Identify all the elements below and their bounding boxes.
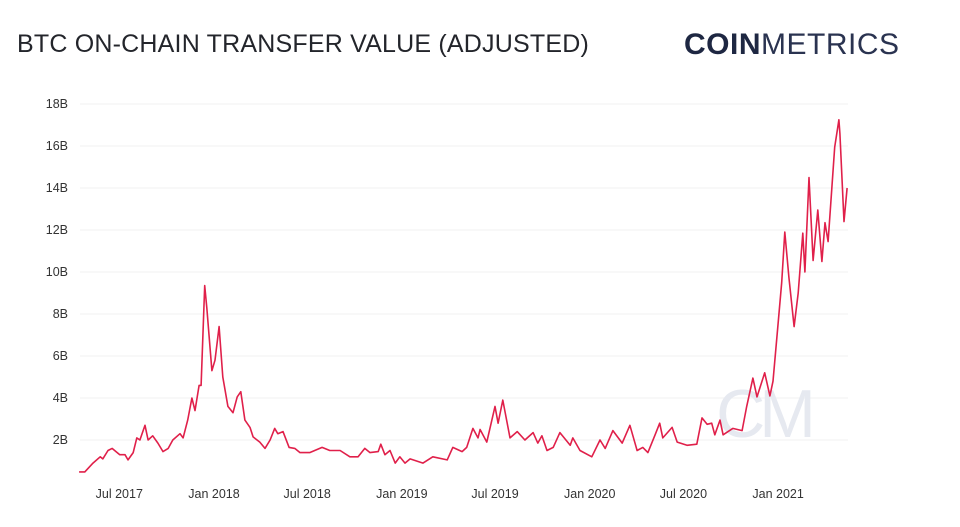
series-line — [79, 119, 848, 473]
x-axis-ticks: Jul 2017 Jan 2018 Jul 2018 Jan 2019 Jul 2019… — [96, 487, 804, 501]
x-tick-label: Jul 2018 — [284, 487, 331, 501]
gridlines — [80, 103, 848, 441]
y-axis-ticks: 2B 4B 6B 8B 10B 12B 14B 16B 18B — [46, 97, 68, 447]
y-tick-label: 16B — [46, 139, 68, 153]
x-tick-label: Jul 2019 — [471, 487, 518, 501]
x-tick-label: Jul 2020 — [660, 487, 707, 501]
y-tick-label: 10B — [46, 265, 68, 279]
x-tick-label: Jan 2020 — [564, 487, 615, 501]
series-lines — [79, 119, 848, 473]
coinmetrics-logo: COINMETRICS — [684, 28, 900, 62]
x-tick-label: Jan 2018 — [188, 487, 239, 501]
y-tick-label: 2B — [53, 433, 68, 447]
y-tick-label: 4B — [53, 391, 68, 405]
y-tick-label: 12B — [46, 223, 68, 237]
x-tick-label: Jan 2021 — [752, 487, 803, 501]
logo-light-text: METRICS — [761, 28, 900, 61]
chart-title: BTC ON-CHAIN TRANSFER VALUE (ADJUSTED) — [17, 30, 590, 58]
logo-bold-text: COIN — [684, 28, 761, 61]
x-tick-label: Jul 2017 — [96, 487, 143, 501]
y-tick-label: 6B — [53, 349, 68, 363]
y-tick-label: 8B — [53, 307, 68, 321]
y-tick-label: 18B — [46, 97, 68, 111]
x-tick-label: Jan 2019 — [376, 487, 427, 501]
y-tick-label: 14B — [46, 181, 68, 195]
cm-watermark: CM — [716, 376, 811, 452]
